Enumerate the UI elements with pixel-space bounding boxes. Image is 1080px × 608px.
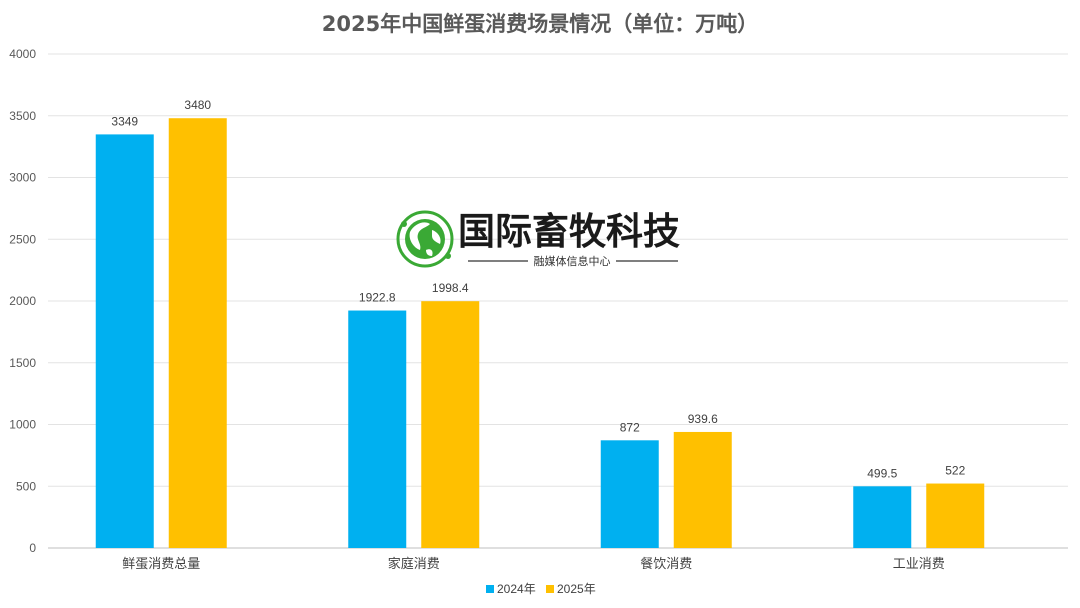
- data-label: 1922.8: [359, 291, 396, 305]
- y-tick-label: 3000: [9, 171, 36, 185]
- y-tick-label: 0: [29, 541, 36, 555]
- data-labels: 3349 3480 1922.8 1998.4 872 939.6 499.5 522: [111, 98, 965, 480]
- data-label: 3480: [184, 98, 211, 112]
- x-tick-label: 工业消费: [893, 556, 945, 571]
- y-tick-label: 2500: [9, 232, 36, 246]
- y-tick-label: 1500: [9, 356, 36, 370]
- legend-swatch: [486, 585, 494, 593]
- bar: [600, 440, 659, 548]
- data-label: 499.5: [867, 466, 897, 480]
- chart-title: 2025年中国鲜蛋消费场景情况（单位：万吨）: [321, 12, 759, 36]
- bar: [168, 118, 227, 548]
- legend-label: 2024年: [497, 582, 536, 596]
- bars: [95, 118, 985, 548]
- globe-icon: [396, 210, 454, 268]
- y-axis-tick-labels: 0 500 1000 1500 2000 2500 3000 3500 4000: [9, 47, 36, 555]
- bar: [926, 483, 985, 548]
- watermark-logo: 国际畜牧科技 融媒体信息中心: [396, 210, 680, 268]
- legend: 2024年 2025年: [486, 582, 596, 596]
- data-label: 522: [945, 464, 965, 478]
- y-tick-label: 1000: [9, 418, 36, 432]
- y-tick-label: 500: [16, 479, 36, 493]
- bar: [673, 431, 732, 548]
- x-tick-label: 餐饮消费: [640, 556, 692, 571]
- bar: [95, 134, 154, 548]
- data-label: 939.6: [688, 412, 718, 426]
- bar: [348, 310, 407, 548]
- bar: [421, 301, 480, 548]
- y-tick-label: 4000: [9, 47, 36, 61]
- x-axis-tick-labels: 鲜蛋消费总量 家庭消费 餐饮消费 工业消费: [122, 556, 945, 571]
- x-tick-label: 家庭消费: [388, 556, 440, 571]
- y-tick-label: 3500: [9, 109, 36, 123]
- legend-label: 2025年: [557, 582, 596, 596]
- data-label: 3349: [111, 114, 138, 128]
- y-tick-label: 2000: [9, 294, 36, 308]
- x-tick-label: 鲜蛋消费总量: [122, 556, 200, 571]
- legend-swatch: [546, 585, 554, 593]
- bar: [853, 486, 912, 548]
- watermark-title: 国际畜牧科技: [458, 210, 680, 253]
- data-label: 1998.4: [432, 281, 469, 295]
- watermark-subtitle: 融媒体信息中心: [534, 254, 611, 268]
- data-label: 872: [620, 420, 640, 434]
